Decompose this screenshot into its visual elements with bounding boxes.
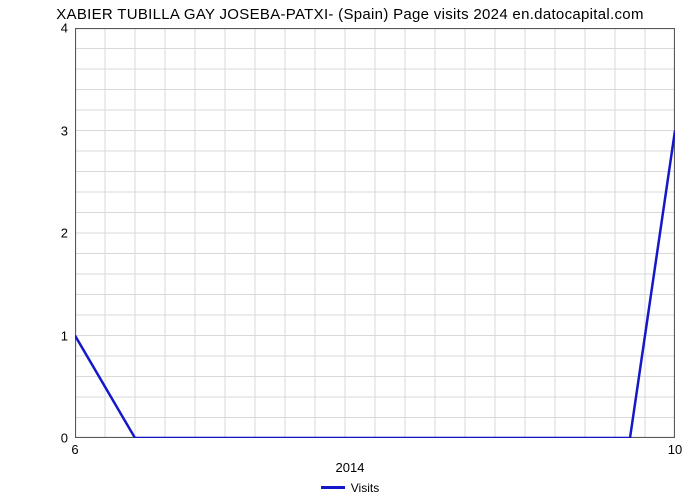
y-tick: 4 bbox=[8, 21, 68, 36]
chart-title: XABIER TUBILLA GAY JOSEBA-PATXI- (Spain)… bbox=[0, 6, 700, 23]
chart-container: XABIER TUBILLA GAY JOSEBA-PATXI- (Spain)… bbox=[0, 0, 700, 500]
plot-area bbox=[75, 28, 675, 438]
plot-svg bbox=[75, 28, 675, 438]
x-tick: 10 bbox=[668, 442, 682, 457]
y-tick: 0 bbox=[8, 431, 68, 446]
x-axis-label: 2014 bbox=[0, 460, 700, 475]
y-tick: 2 bbox=[8, 226, 68, 241]
grid-lines bbox=[75, 28, 675, 438]
y-tick: 1 bbox=[8, 328, 68, 343]
legend-text: Visits bbox=[351, 481, 379, 495]
x-tick: 6 bbox=[71, 442, 78, 457]
y-tick: 3 bbox=[8, 123, 68, 138]
legend: Visits bbox=[0, 480, 700, 495]
legend-swatch bbox=[321, 486, 345, 489]
